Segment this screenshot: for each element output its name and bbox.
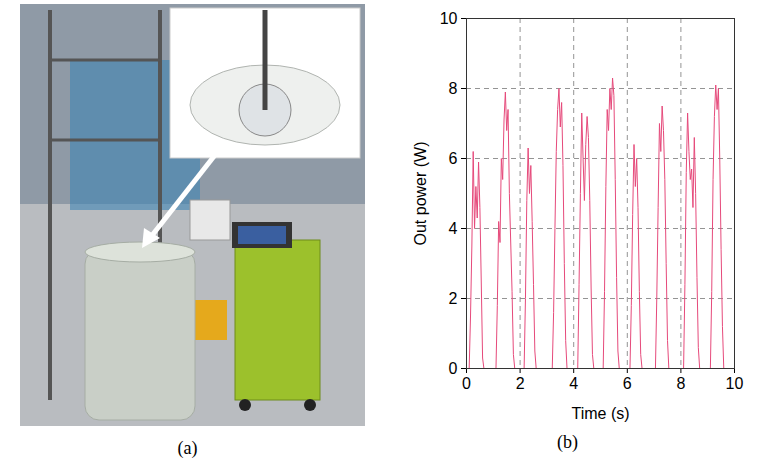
svg-text:4: 4	[569, 375, 578, 392]
svg-text:2: 2	[448, 290, 457, 307]
svg-text:6: 6	[622, 375, 631, 392]
svg-text:4: 4	[448, 220, 457, 237]
svg-text:10: 10	[439, 10, 457, 27]
html-text:(b): (b)	[557, 432, 578, 452]
svg-text:8: 8	[676, 375, 685, 392]
svg-text:2: 2	[515, 375, 524, 392]
svg-text:Time (s): Time (s)	[571, 405, 629, 422]
svg-text:6: 6	[448, 150, 457, 167]
svg-text:10: 10	[725, 375, 743, 392]
svg-text:8: 8	[448, 80, 457, 97]
svg-text:Out power (W): Out power (W)	[411, 141, 428, 245]
svg-text:0: 0	[448, 360, 457, 377]
svg-text:0: 0	[462, 375, 471, 392]
html-text:(a): (a)	[177, 438, 198, 458]
